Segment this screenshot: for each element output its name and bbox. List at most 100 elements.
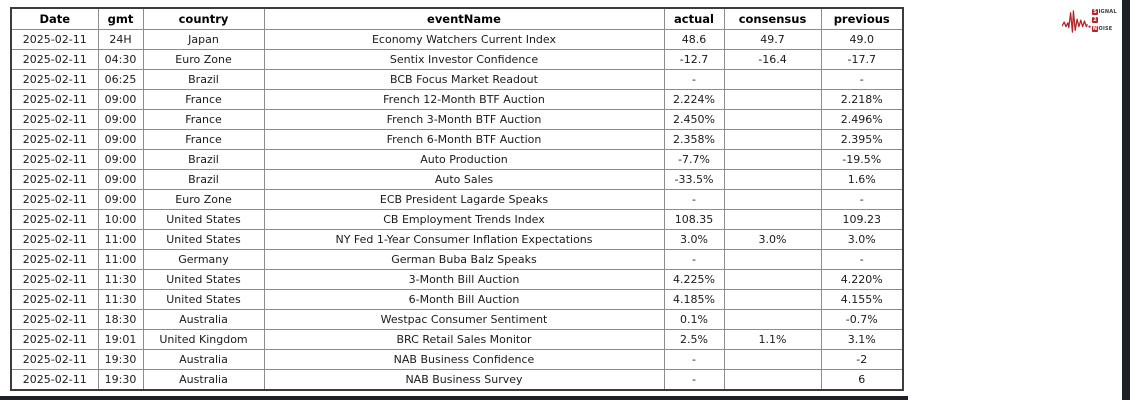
cell-eventname: ECB President Lagarde Speaks bbox=[263, 189, 665, 210]
cell-consensus: 3.0% bbox=[723, 229, 822, 250]
logo-letter-n-badge: N bbox=[1092, 25, 1098, 32]
cell-consensus: 49.7 bbox=[723, 29, 822, 50]
table-row: 2025-02-11 09:00 France French 6-Month BTF … bbox=[10, 129, 904, 150]
cell-country: United Kingdom bbox=[142, 329, 265, 350]
table-row: 2025-02-11 11:00 Germany German Buba Balz S… bbox=[10, 249, 904, 270]
table-header: Date gmt country eventName actual consensus pr… bbox=[10, 7, 904, 30]
logo-line-noise: N OISE bbox=[1092, 25, 1117, 32]
cell-eventname: 3-Month Bill Auction bbox=[263, 269, 665, 290]
dark-right-edge bbox=[1122, 0, 1130, 400]
cell-actual: -12.7 bbox=[663, 49, 725, 70]
logo-letter-s-badge: S bbox=[1092, 8, 1098, 15]
column-header-consensus: consensus bbox=[723, 7, 822, 30]
cell-country: Euro Zone bbox=[142, 189, 265, 210]
cell-gmt: 09:00 bbox=[97, 189, 144, 210]
cell-date: 2025-02-11 bbox=[10, 269, 99, 290]
cell-date: 2025-02-11 bbox=[10, 169, 99, 190]
cell-gmt: 19:01 bbox=[97, 329, 144, 350]
cell-previous: - bbox=[820, 249, 904, 270]
cell-country: France bbox=[142, 89, 265, 110]
cell-gmt: 11:00 bbox=[97, 249, 144, 270]
cell-actual: 4.185% bbox=[663, 289, 725, 310]
cell-gmt: 11:00 bbox=[97, 229, 144, 250]
dark-bottom-edge bbox=[0, 396, 908, 400]
cell-date: 2025-02-11 bbox=[10, 249, 99, 270]
cell-gmt: 09:00 bbox=[97, 129, 144, 150]
cell-previous: 3.0% bbox=[820, 229, 904, 250]
cell-consensus bbox=[723, 149, 822, 170]
cell-eventname: French 12-Month BTF Auction bbox=[263, 89, 665, 110]
column-header-eventname: eventName bbox=[263, 7, 665, 30]
cell-consensus bbox=[723, 69, 822, 90]
cell-country: Brazil bbox=[142, 69, 265, 90]
cell-country: United States bbox=[142, 209, 265, 230]
logo-text-ignal: IGNAL bbox=[1098, 8, 1117, 15]
column-header-gmt: gmt bbox=[97, 7, 144, 30]
cell-gmt: 09:00 bbox=[97, 89, 144, 110]
table-row: 2025-02-11 19:01 United Kingdom BRC Retail … bbox=[10, 329, 904, 350]
column-header-actual: actual bbox=[663, 7, 725, 30]
logo-wordmark: S IGNAL 2 N OISE bbox=[1092, 8, 1117, 32]
cell-actual: 2.224% bbox=[663, 89, 725, 110]
cell-eventname: German Buba Balz Speaks bbox=[263, 249, 665, 270]
cell-date: 2025-02-11 bbox=[10, 329, 99, 350]
cell-country: Brazil bbox=[142, 149, 265, 170]
cell-previous: -17.7 bbox=[820, 49, 904, 70]
cell-country: Germany bbox=[142, 249, 265, 270]
table-row: 2025-02-11 19:30 Australia NAB Business Con… bbox=[10, 349, 904, 370]
cell-country: France bbox=[142, 129, 265, 150]
cell-date: 2025-02-11 bbox=[10, 129, 99, 150]
cell-consensus: 1.1% bbox=[723, 329, 822, 350]
cell-actual: - bbox=[663, 249, 725, 270]
cell-eventname: Auto Production bbox=[263, 149, 665, 170]
cell-country: Australia bbox=[142, 369, 265, 391]
cell-date: 2025-02-11 bbox=[10, 89, 99, 110]
cell-actual: 2.358% bbox=[663, 129, 725, 150]
column-header-previous: previous bbox=[820, 7, 904, 30]
cell-country: Brazil bbox=[142, 169, 265, 190]
cell-previous: - bbox=[820, 69, 904, 90]
cell-date: 2025-02-11 bbox=[10, 69, 99, 90]
cell-actual: -33.5% bbox=[663, 169, 725, 190]
cell-consensus bbox=[723, 289, 822, 310]
cell-date: 2025-02-11 bbox=[10, 349, 99, 370]
table-row: 2025-02-11 24H Japan Economy Watchers Curre… bbox=[10, 29, 904, 50]
cell-actual: 0.1% bbox=[663, 309, 725, 330]
table-row: 2025-02-11 11:30 United States 6-Month Bill… bbox=[10, 289, 904, 310]
cell-previous: 2.218% bbox=[820, 89, 904, 110]
cell-actual: 2.5% bbox=[663, 329, 725, 350]
table-row: 2025-02-11 09:00 France French 3-Month BTF … bbox=[10, 109, 904, 130]
cell-consensus bbox=[723, 89, 822, 110]
cell-consensus bbox=[723, 349, 822, 370]
cell-eventname: BCB Focus Market Readout bbox=[263, 69, 665, 90]
cell-previous: 4.155% bbox=[820, 289, 904, 310]
cell-previous: 4.220% bbox=[820, 269, 904, 290]
cell-consensus bbox=[723, 309, 822, 330]
table-row: 2025-02-11 11:30 United States 3-Month Bill… bbox=[10, 269, 904, 290]
cell-eventname: NY Fed 1-Year Consumer Inflation Expecta… bbox=[263, 229, 665, 250]
cell-consensus: -16.4 bbox=[723, 49, 822, 70]
cell-previous: 2.395% bbox=[820, 129, 904, 150]
table-row: 2025-02-11 09:00 Euro Zone ECB President La… bbox=[10, 189, 904, 210]
cell-country: France bbox=[142, 109, 265, 130]
cell-gmt: 09:00 bbox=[97, 109, 144, 130]
cell-previous: 49.0 bbox=[820, 29, 904, 50]
cell-eventname: NAB Business Survey bbox=[263, 369, 665, 391]
cell-gmt: 19:30 bbox=[97, 349, 144, 370]
column-header-country: country bbox=[142, 7, 265, 30]
cell-eventname: CB Employment Trends Index bbox=[263, 209, 665, 230]
cell-date: 2025-02-11 bbox=[10, 289, 99, 310]
cell-gmt: 24H bbox=[97, 29, 144, 50]
cell-gmt: 11:30 bbox=[97, 289, 144, 310]
table-row: 2025-02-11 09:00 France French 12-Month BTF… bbox=[10, 89, 904, 110]
cell-consensus bbox=[723, 269, 822, 290]
cell-previous: -2 bbox=[820, 349, 904, 370]
signal-2-noise-logo: S IGNAL 2 N OISE bbox=[1062, 5, 1117, 35]
cell-gmt: 09:00 bbox=[97, 149, 144, 170]
cell-actual: - bbox=[663, 189, 725, 210]
cell-eventname: French 3-Month BTF Auction bbox=[263, 109, 665, 130]
table-row: 2025-02-11 06:25 Brazil BCB Focus Market Re… bbox=[10, 69, 904, 90]
cell-date: 2025-02-11 bbox=[10, 229, 99, 250]
cell-date: 2025-02-11 bbox=[10, 149, 99, 170]
cell-date: 2025-02-11 bbox=[10, 109, 99, 130]
